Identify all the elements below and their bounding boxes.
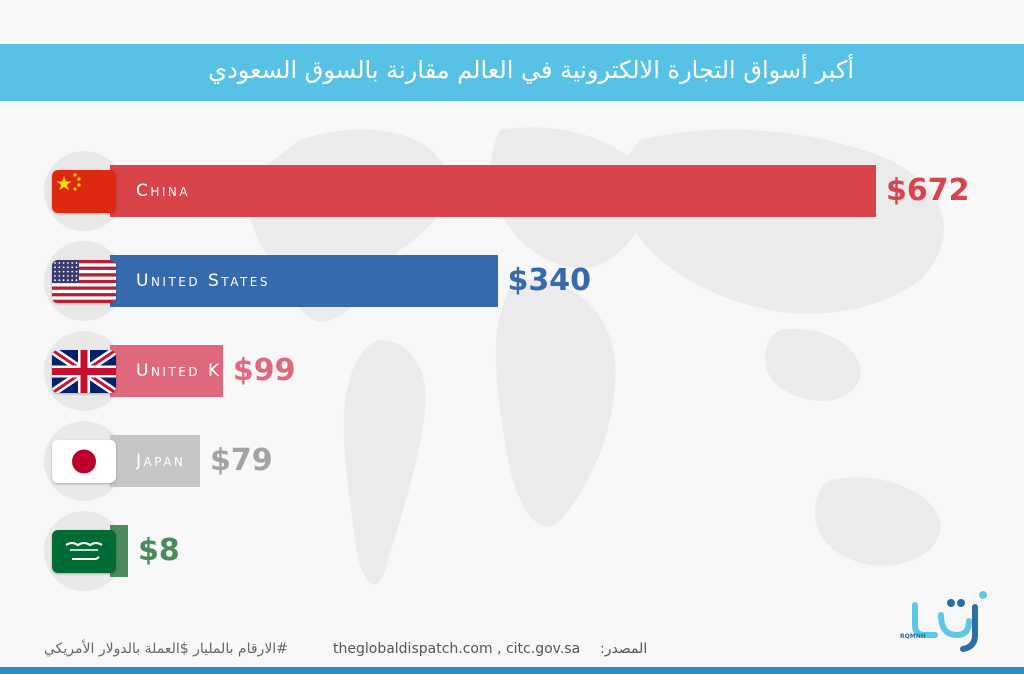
bar-japan [110,435,201,487]
china-flag-icon [52,169,116,213]
japan-flag-icon [52,439,116,483]
value-label: $340 [507,263,592,298]
bar-united-states [110,255,498,307]
saudi-flag-icon [52,529,116,573]
chart-title: أكبر أسواق التجارة الالكترونية في العالم… [208,56,854,84]
usa-flag-icon [52,259,116,303]
category-label: S [136,541,150,561]
bottom-divider [0,667,1024,674]
value-label: $79 [210,443,273,478]
footer-source: theglobaldispatch.com , citc.gov.sa [333,641,581,657]
bar-china [110,165,876,217]
footer-note: #الارقام بالمليار $العملة بالدولار الأمر… [44,641,288,657]
footer-source-label: المصدر: [600,641,648,657]
category-label: China [136,181,191,201]
rqmnh-logo [912,591,987,652]
category-label: Japan [136,451,186,471]
logo-subtext: RQMNH [900,633,926,640]
category-label: United Kingdom [136,361,221,381]
category-label: United States [136,271,271,291]
value-label: $672 [886,173,970,208]
title-bar [0,44,1024,101]
uk-flag-icon [52,349,116,393]
value-label: $99 [232,353,296,388]
value-label: $8 [138,533,180,568]
bar-united-kingdom [110,345,223,397]
